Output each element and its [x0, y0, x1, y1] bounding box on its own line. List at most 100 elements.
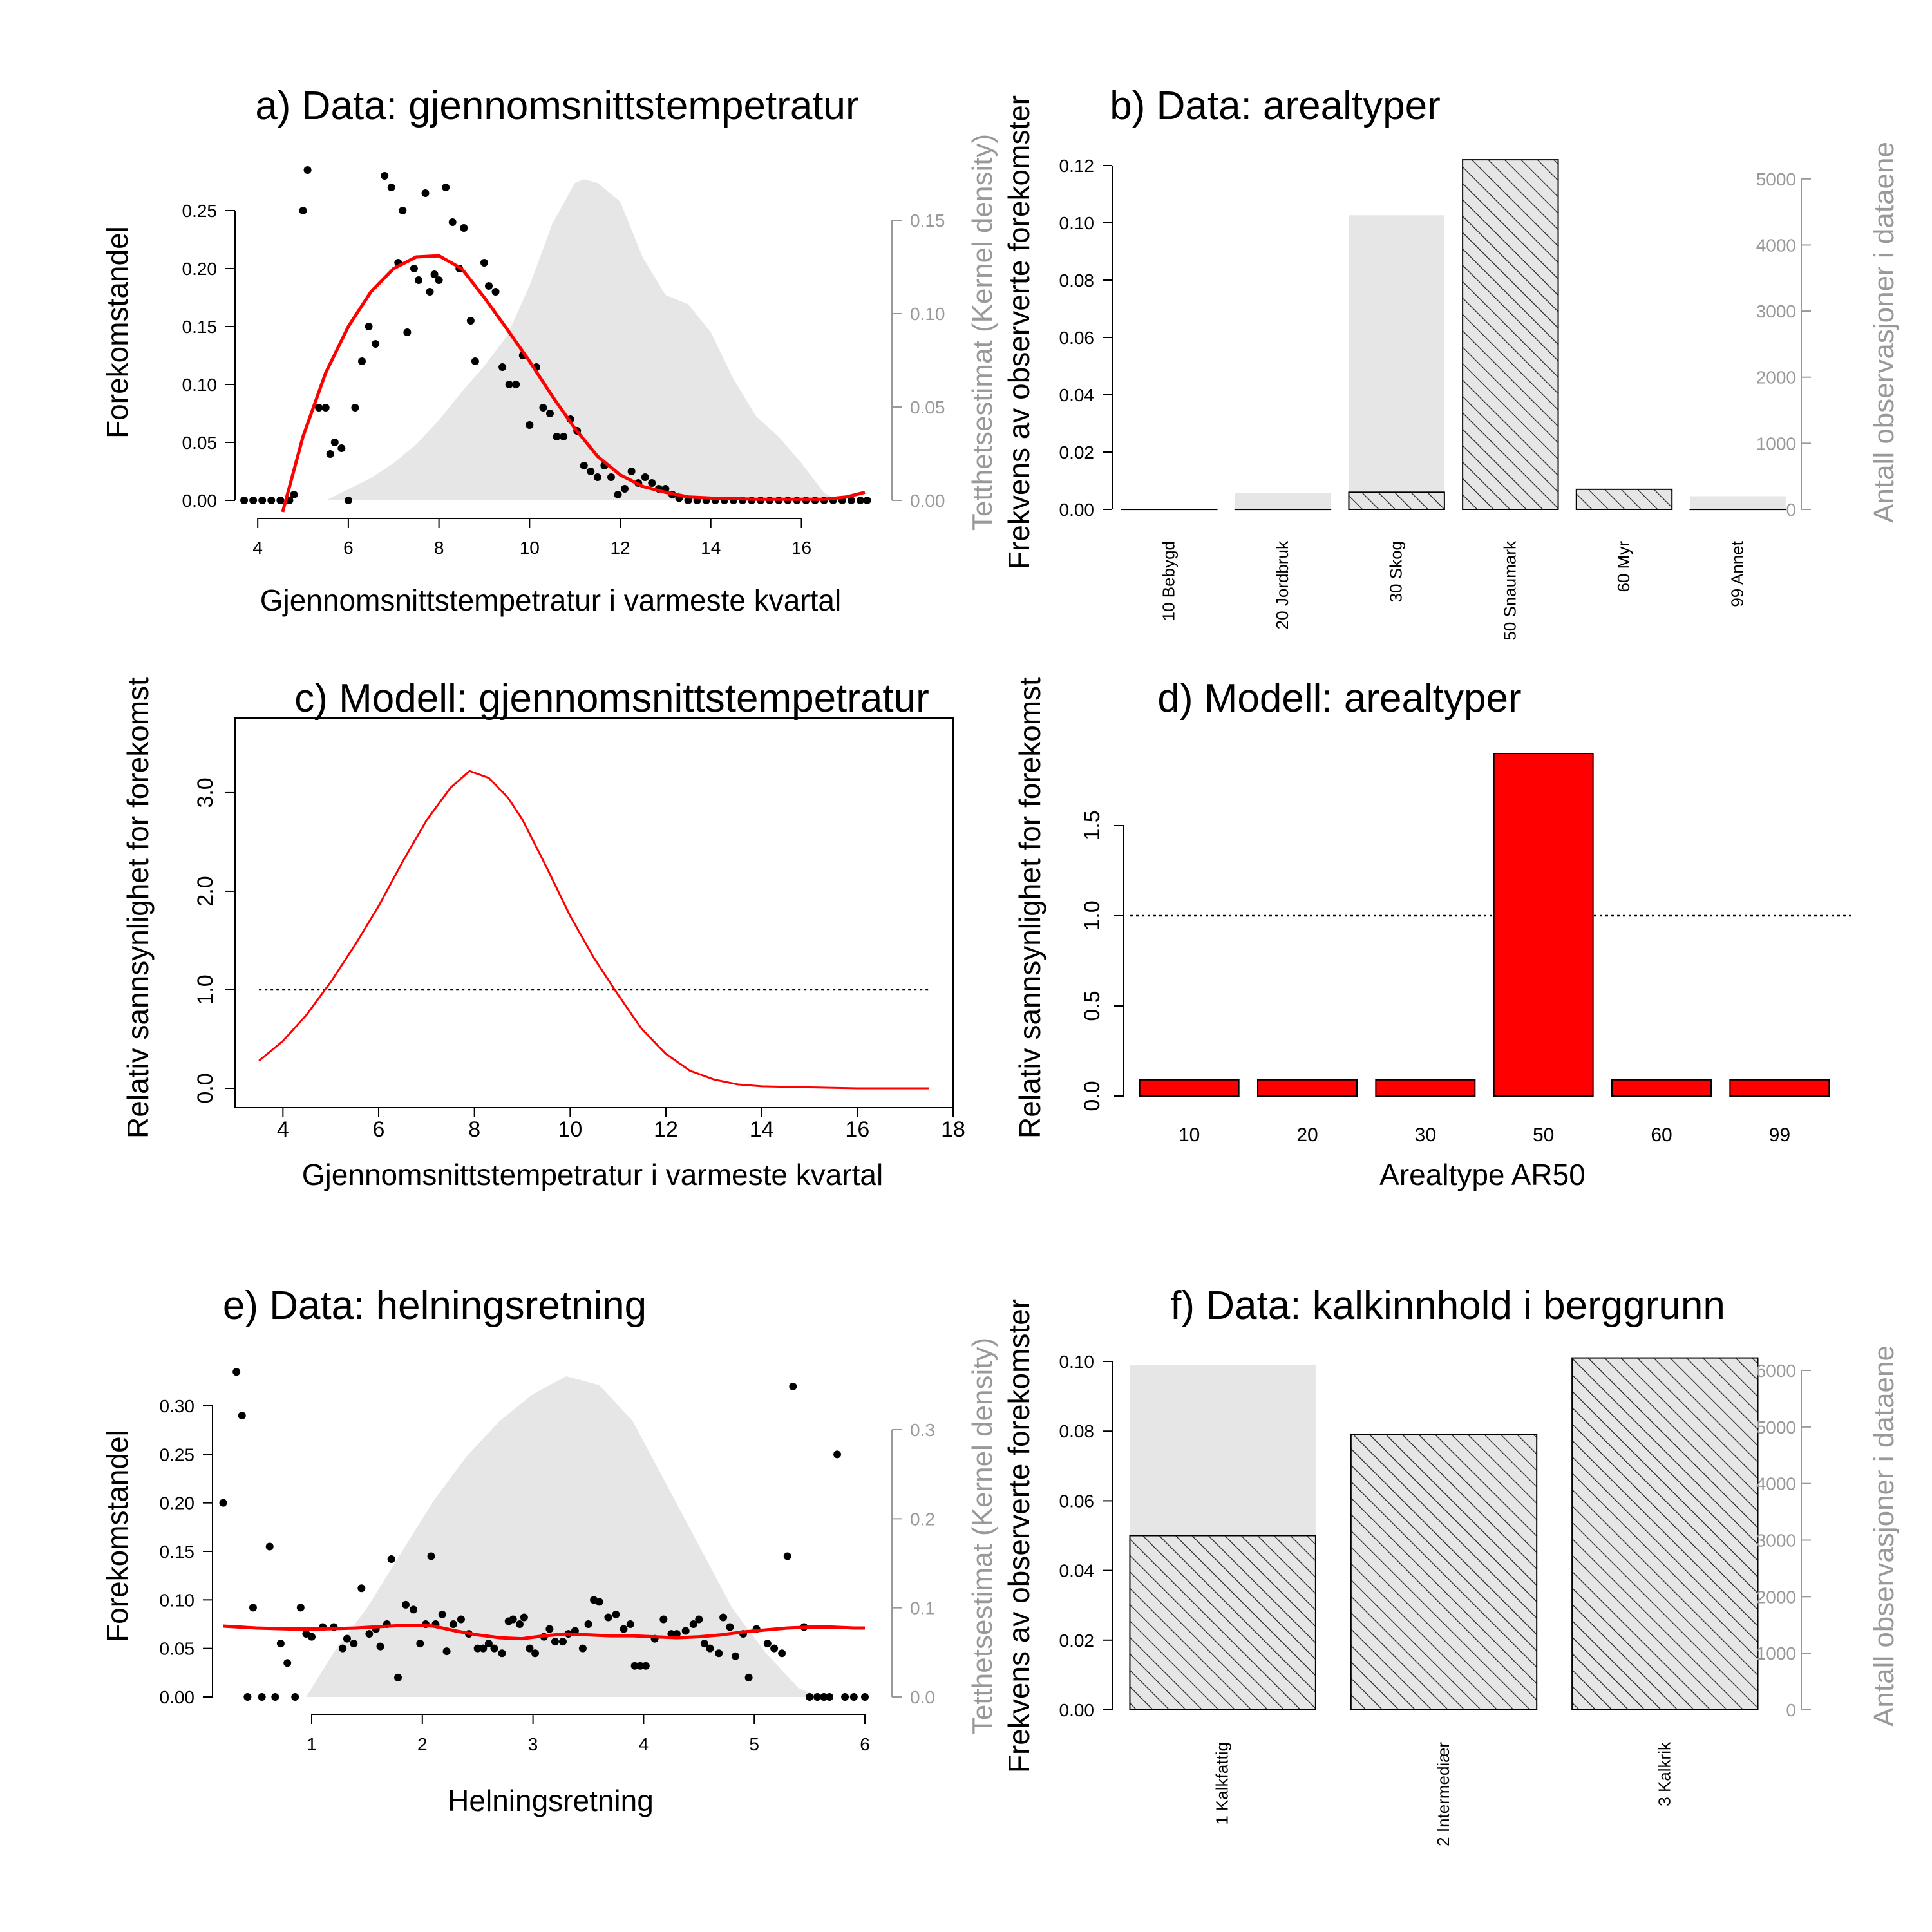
- data-point: [641, 1662, 650, 1670]
- y-tick-label: 0.10: [1059, 1352, 1095, 1372]
- data-point: [604, 1613, 612, 1622]
- x-tick-label: 14: [750, 1117, 774, 1142]
- data-point: [283, 1659, 292, 1667]
- y-right-tick-label: 0.00: [910, 491, 945, 511]
- data-point: [726, 1623, 734, 1631]
- y-axis-label-right: Antall observasjoner i dataene: [1868, 1345, 1900, 1727]
- y-tick-label: 0.0: [193, 1073, 218, 1103]
- category-label: 60: [1651, 1124, 1672, 1146]
- y-tick-label: 0.08: [1059, 1421, 1095, 1441]
- data-point: [607, 473, 615, 481]
- data-point: [545, 410, 554, 417]
- data-point: [410, 265, 418, 272]
- data-point: [416, 1640, 424, 1648]
- data-point: [466, 317, 475, 325]
- y-tick-label: 0.10: [182, 375, 218, 395]
- data-point: [427, 1552, 435, 1560]
- y-right-tick-label: 0.3: [910, 1420, 935, 1440]
- y-right-tick-label: 0.05: [910, 397, 945, 417]
- data-point: [595, 1598, 603, 1606]
- x-axis-label: Gjennomsnittstempetratur i varmeste kvar…: [302, 1158, 883, 1191]
- x-tick-label: 4: [252, 538, 263, 558]
- y-right-tick-label: 3000: [1756, 1531, 1796, 1551]
- data-point: [358, 357, 366, 365]
- data-point: [344, 497, 352, 504]
- panel-f: 1 Kalkfattig 2 Intermediær 3 Kalkrik 0.00 0.…: [1002, 1283, 1900, 1846]
- y-tick-label: 0.08: [1059, 270, 1095, 290]
- y-tick-label: 0.10: [160, 1590, 195, 1610]
- y-tick-label: 0.00: [182, 491, 218, 511]
- data-point: [449, 1620, 457, 1628]
- data-point: [265, 1542, 274, 1551]
- category-label: 30: [1415, 1124, 1436, 1146]
- data-point: [421, 189, 430, 197]
- y-right-tick-label: 1000: [1756, 1643, 1796, 1663]
- data-point: [498, 1649, 506, 1658]
- y-tick-label: 1.0: [1080, 900, 1104, 931]
- x-tick-label: 1: [307, 1734, 317, 1754]
- x-tick-label: 6: [343, 538, 354, 558]
- x-tick-label: 3: [528, 1734, 538, 1754]
- model-bar: [1493, 753, 1594, 1097]
- data-point: [509, 1615, 517, 1624]
- x-tick-label: 12: [610, 538, 630, 558]
- data-point: [480, 259, 488, 267]
- category-label: 99: [1769, 1124, 1790, 1146]
- y-tick-label: 0.10: [1059, 213, 1095, 233]
- data-point: [219, 1499, 227, 1507]
- data-point: [291, 1693, 299, 1701]
- data-point: [471, 357, 479, 365]
- data-point: [641, 473, 649, 481]
- frequency-bar: [1571, 1357, 1759, 1711]
- data-point: [719, 1613, 728, 1622]
- model-bar: [1375, 1079, 1476, 1097]
- data-point: [484, 1640, 493, 1648]
- data-point: [249, 497, 258, 504]
- data-point: [249, 1604, 257, 1612]
- data-point: [243, 1693, 252, 1701]
- x-tick-label: 4: [639, 1734, 649, 1754]
- data-point: [258, 497, 267, 504]
- data-point: [381, 172, 389, 180]
- y-axis-label: Forekomstandel: [100, 226, 134, 439]
- data-point: [387, 1555, 395, 1564]
- data-point: [485, 282, 493, 290]
- data-point: [276, 1640, 285, 1648]
- data-point: [387, 184, 395, 191]
- density-area: [325, 179, 838, 500]
- data-point: [578, 1644, 587, 1653]
- frequency-bar: [1348, 491, 1445, 510]
- data-point: [630, 1662, 639, 1670]
- y-tick-label: 0.20: [182, 259, 218, 279]
- data-point: [394, 1673, 402, 1681]
- data-point: [267, 497, 276, 504]
- model-bar: [1611, 1079, 1712, 1097]
- plot-box: [234, 717, 954, 1108]
- data-point: [351, 404, 359, 412]
- data-point: [299, 207, 307, 214]
- category-label: 99 Annet: [1728, 540, 1747, 607]
- data-point: [856, 497, 864, 504]
- data-point: [365, 323, 373, 330]
- panel-a: 0.00 0.05 0.10 0.15 0.20 0.25 0.00 0.05 0.10 0.15…: [100, 84, 998, 617]
- panel-title: d) Modell: arealtyper: [1157, 676, 1521, 721]
- x-tick-label: 12: [654, 1117, 678, 1142]
- data-point: [460, 224, 468, 232]
- category-label: 1 Kalkfattig: [1213, 1742, 1232, 1825]
- x-tick-label: 18: [941, 1117, 965, 1142]
- x-tick-label: 5: [749, 1734, 759, 1754]
- data-point: [308, 1633, 316, 1641]
- data-point: [558, 1638, 567, 1646]
- data-point: [339, 1644, 347, 1653]
- y-right-tick-label: 1000: [1756, 433, 1796, 453]
- data-point: [343, 1634, 351, 1643]
- data-point: [863, 497, 871, 504]
- data-point: [296, 1604, 305, 1612]
- data-point: [580, 462, 588, 469]
- data-point: [271, 1693, 279, 1701]
- model-bar: [1139, 1079, 1240, 1097]
- frequency-bar: [1575, 488, 1673, 510]
- y-tick-label: 0.15: [182, 317, 218, 337]
- data-point: [833, 1450, 842, 1459]
